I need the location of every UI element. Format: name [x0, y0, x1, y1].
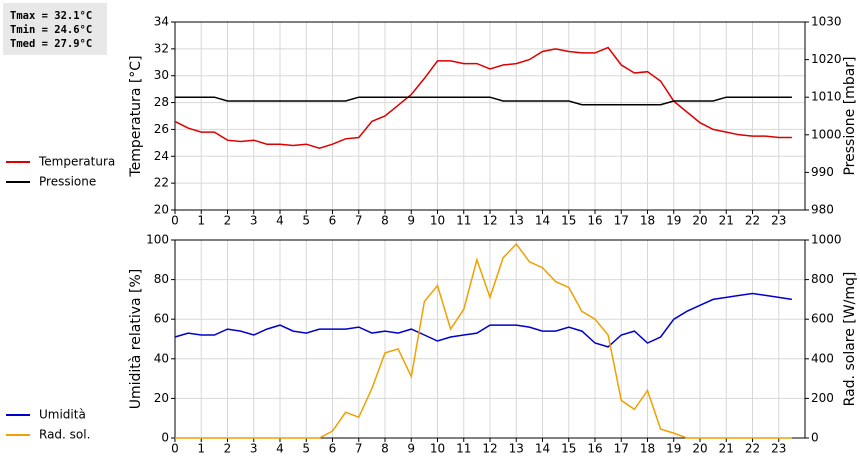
x-tick-label: 11 — [456, 214, 471, 228]
x-tick-label: 16 — [587, 214, 602, 228]
x-tick-label: 19 — [666, 442, 681, 456]
summary-tmin: Tmin = 24.6°C — [10, 24, 92, 36]
x-tick-label: 16 — [587, 442, 602, 456]
x-tick-label: 13 — [509, 442, 524, 456]
x-tick-label: 20 — [692, 214, 707, 228]
y2-tick-label: 400 — [811, 351, 834, 365]
x-tick-label: 10 — [430, 214, 445, 228]
x-tick-label: 15 — [561, 214, 576, 228]
x-tick-label: 12 — [482, 214, 497, 228]
y2-tick-label: 0 — [811, 431, 819, 445]
data-line — [174, 292, 793, 348]
x-tick-label: 4 — [276, 442, 284, 456]
x-tick-label: 15 — [561, 442, 576, 456]
y-tick-label: 20 — [154, 391, 169, 405]
x-tick-label: 9 — [407, 214, 415, 228]
y2-tick-label: 200 — [811, 391, 834, 405]
legend-label: Pressione — [39, 175, 96, 189]
y2-tick-label: 1000 — [811, 127, 842, 141]
legend-label: Umidità — [39, 408, 86, 422]
x-tick-label: 5 — [302, 214, 310, 228]
x-tick-label: 1 — [197, 214, 205, 228]
x-tick-label: 17 — [614, 214, 629, 228]
x-tick-label: 8 — [381, 442, 389, 456]
y-axis-label: Temperatura [°C] — [128, 55, 144, 177]
y-axis-label: Umidità relativa [%] — [128, 269, 144, 410]
y-tick-label: 100 — [146, 233, 169, 247]
y-tick-label: 34 — [154, 15, 169, 29]
y2-tick-label: 1030 — [811, 15, 842, 29]
x-tick-label: 23 — [771, 214, 786, 228]
y2-tick-label: 1000 — [811, 233, 842, 247]
y-tick-label: 26 — [154, 122, 169, 136]
y-tick-label: 22 — [154, 176, 169, 190]
y2-axis-label: Rad. solare [W/mq] — [842, 272, 858, 407]
x-tick-label: 14 — [535, 442, 550, 456]
x-tick-label: 5 — [302, 442, 310, 456]
x-tick-label: 3 — [250, 214, 258, 228]
x-tick-label: 7 — [355, 214, 363, 228]
x-tick-label: 22 — [745, 214, 760, 228]
x-tick-label: 4 — [276, 214, 284, 228]
x-tick-label: 6 — [329, 442, 337, 456]
x-tick-label: 13 — [509, 214, 524, 228]
data-line — [175, 96, 792, 106]
data-line — [175, 242, 792, 439]
y-tick-label: 32 — [154, 41, 169, 55]
x-tick-label: 6 — [329, 214, 337, 228]
data-line — [174, 46, 792, 149]
y-tick-label: 60 — [154, 312, 169, 326]
y2-axis-label: Pressione [mbar] — [842, 56, 858, 175]
x-tick-label: 14 — [535, 214, 550, 228]
legend-label: Temperatura — [38, 155, 115, 169]
x-tick-label: 10 — [430, 442, 445, 456]
x-tick-label: 22 — [745, 442, 760, 456]
x-tick-label: 20 — [692, 442, 707, 456]
x-tick-label: 11 — [456, 442, 471, 456]
y-tick-label: 40 — [154, 351, 169, 365]
x-tick-label: 19 — [666, 214, 681, 228]
x-tick-label: 0 — [171, 442, 179, 456]
y2-tick-label: 990 — [811, 165, 834, 179]
x-tick-label: 2 — [224, 442, 232, 456]
x-tick-label: 18 — [640, 214, 655, 228]
y-tick-label: 0 — [161, 431, 169, 445]
y2-tick-label: 800 — [811, 272, 834, 286]
y-tick-label: 28 — [154, 95, 169, 109]
x-tick-label: 7 — [355, 442, 363, 456]
x-tick-label: 0 — [171, 214, 179, 228]
x-tick-label: 9 — [407, 442, 415, 456]
y2-tick-label: 600 — [811, 312, 834, 326]
x-tick-label: 2 — [224, 214, 232, 228]
x-tick-label: 8 — [381, 214, 389, 228]
y-tick-label: 80 — [154, 272, 169, 286]
x-tick-label: 21 — [719, 214, 734, 228]
y-tick-label: 20 — [154, 203, 169, 217]
y2-tick-label: 1010 — [811, 90, 842, 104]
x-tick-label: 17 — [614, 442, 629, 456]
summary-tmax: Tmax = 32.1°C — [10, 10, 92, 22]
x-tick-label: 23 — [771, 442, 786, 456]
y2-tick-label: 1020 — [811, 52, 842, 66]
y-tick-label: 24 — [154, 149, 169, 163]
y2-tick-label: 980 — [811, 203, 834, 217]
x-tick-label: 1 — [197, 442, 205, 456]
summary-tmed: Tmed = 27.9°C — [10, 38, 92, 50]
legend-label: Rad. sol. — [39, 428, 90, 442]
y-tick-label: 30 — [154, 68, 169, 82]
x-tick-label: 12 — [482, 442, 497, 456]
x-tick-label: 3 — [250, 442, 258, 456]
summary-box — [3, 3, 107, 55]
x-tick-label: 21 — [719, 442, 734, 456]
x-tick-label: 18 — [640, 442, 655, 456]
